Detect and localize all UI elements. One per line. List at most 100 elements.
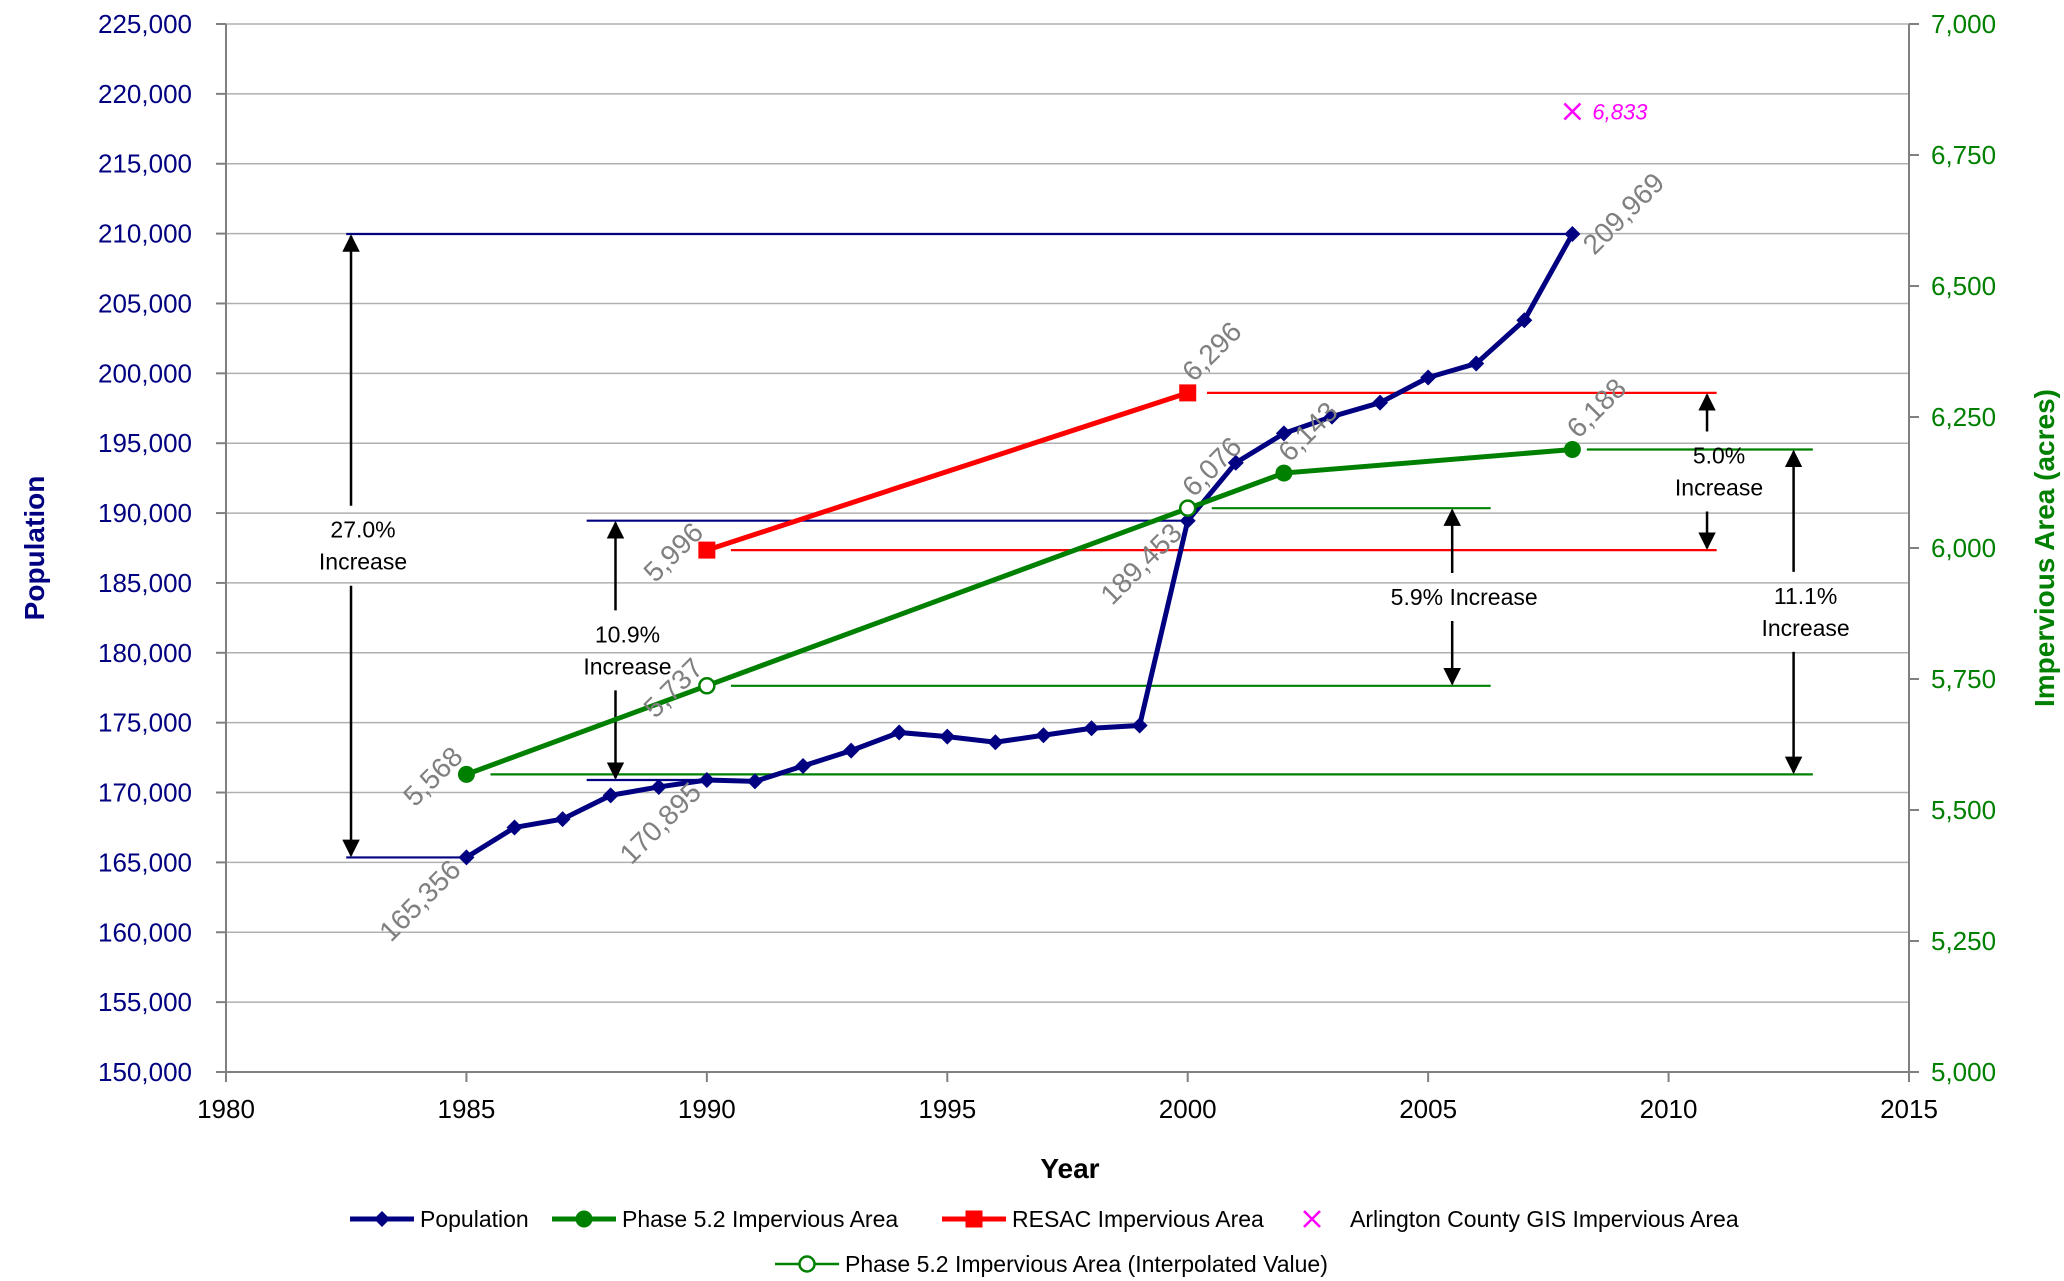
data-label: 6,833 [1592, 100, 1648, 125]
y-tick-label: 210,000 [98, 219, 192, 249]
y-tick-label: 190,000 [98, 498, 192, 528]
population-point [698, 772, 715, 789]
population-point [1083, 720, 1100, 737]
population-point [602, 787, 619, 804]
y-tick-label: 195,000 [98, 428, 192, 458]
resac-point [1179, 384, 1197, 402]
series-line [465, 232, 1575, 860]
population-point [1131, 717, 1148, 734]
annotation-label: 10.9% [595, 621, 660, 647]
increase-annotation: 5.0% Increase [1675, 393, 1763, 550]
data-label: 189,453 [1094, 517, 1187, 610]
y2-tick-label: 6,750 [1931, 140, 1996, 170]
y-tick-label: 215,000 [98, 149, 192, 179]
y2-tick-label: 5,000 [1931, 1057, 1996, 1087]
x-tick-label: 2005 [1399, 1094, 1457, 1124]
legend-label: Population [420, 1206, 529, 1232]
series-line [465, 446, 1573, 777]
increase-annotation: 11.1% Increase [1761, 449, 1850, 775]
y-tick-label: 200,000 [98, 358, 192, 388]
population-point [1179, 512, 1196, 529]
y-tick-label: 220,000 [98, 79, 192, 109]
x-tick-label: 1995 [918, 1094, 976, 1124]
y2-tick-label: 6,000 [1931, 533, 1996, 563]
data-label: 165,356 [373, 854, 466, 947]
y2-tick-label: 5,500 [1931, 795, 1996, 825]
y2-tick-label: 7,000 [1931, 9, 1996, 39]
resac-point [698, 541, 716, 559]
population-point [746, 773, 763, 790]
y-tick-label: 150,000 [98, 1057, 192, 1087]
annotation-label: Increase [1675, 474, 1763, 500]
population-point [1323, 408, 1340, 425]
data-label: 5,568 [397, 741, 468, 812]
series [457, 102, 1582, 866]
population-point [650, 778, 667, 795]
population-point [795, 757, 812, 774]
population-point [1516, 312, 1533, 329]
annotations: 27.0% Increase 10.9% Increase 5.9% Increase 5… [319, 234, 1850, 858]
y-tick-label: 165,000 [98, 847, 192, 877]
population-point [1227, 454, 1244, 471]
y-tick-label: 205,000 [98, 288, 192, 318]
annotation-label: 11.1% [1774, 583, 1838, 609]
population-point [458, 849, 475, 866]
series-line [706, 390, 1189, 553]
legend-marker [965, 1210, 983, 1228]
data-label: 6,188 [1561, 372, 1632, 443]
y-tick-label: 155,000 [98, 987, 192, 1017]
gis-point [1563, 102, 1582, 121]
population-point [554, 811, 571, 828]
legend-marker [575, 1210, 593, 1228]
x-tick-label: 1985 [438, 1094, 496, 1124]
population-point [891, 724, 908, 741]
population-point [1275, 425, 1292, 442]
annotation-label: 5.9% Increase [1391, 584, 1538, 610]
annotation-label: 27.0% [330, 517, 395, 543]
population-point [1035, 727, 1052, 744]
x-tick-label: 2010 [1640, 1094, 1698, 1124]
axes: 150,000 155,000 160,000 165,000 170,000 175,0… [98, 9, 1996, 1124]
interpolated-point [698, 677, 716, 695]
legend-label: Phase 5.2 Impervious Area (Interpolated … [845, 1251, 1328, 1277]
series-1 [457, 440, 1581, 783]
y-tick-label: 170,000 [98, 778, 192, 808]
annotation-label: Increase [319, 549, 407, 575]
y2-tick-label: 6,250 [1931, 402, 1996, 432]
series-3 [1563, 102, 1582, 121]
phase-point [1275, 464, 1293, 482]
y2-tick-label: 5,250 [1931, 926, 1996, 956]
x-tick-label: 1980 [197, 1094, 255, 1124]
legend-marker [798, 1255, 816, 1273]
legend-item: RESAC Impervious Area [942, 1206, 1264, 1232]
y-tick-label: 185,000 [98, 568, 192, 598]
phase-point [457, 765, 475, 783]
legend-label: Phase 5.2 Impervious Area [622, 1206, 898, 1232]
y-tick-label: 160,000 [98, 917, 192, 947]
annotation-label: Increase [1761, 615, 1849, 641]
population-point [1372, 394, 1389, 411]
legend-item: Arlington County GIS Impervious Area [1303, 1206, 1739, 1232]
y2-tick-label: 5,750 [1931, 664, 1996, 694]
annotation-label: Increase [583, 653, 671, 679]
y-tick-label: 175,000 [98, 708, 192, 738]
y-tick-label: 225,000 [98, 9, 192, 39]
x-tick-label: 2000 [1159, 1094, 1217, 1124]
population-point [939, 728, 956, 745]
legend-item: Phase 5.2 Impervious Area [552, 1206, 898, 1232]
series-4 [698, 499, 1197, 695]
legend-label: Arlington County GIS Impervious Area [1350, 1206, 1739, 1232]
population-point [506, 819, 523, 836]
legend-marker [374, 1211, 390, 1227]
population-point [987, 734, 1004, 751]
y-axis-title: Population [19, 476, 50, 621]
population-point [1564, 226, 1581, 243]
population-point [1420, 369, 1437, 386]
increase-annotation: 27.0% Increase [319, 234, 407, 858]
series-0 [458, 226, 1581, 866]
legend-label: RESAC Impervious Area [1012, 1206, 1264, 1232]
data-label: 6,296 [1176, 316, 1247, 387]
phase-point [1563, 440, 1581, 458]
y-tick-label: 180,000 [98, 638, 192, 668]
y2-axis-title: Impervious Area (acres) [2029, 389, 2060, 707]
